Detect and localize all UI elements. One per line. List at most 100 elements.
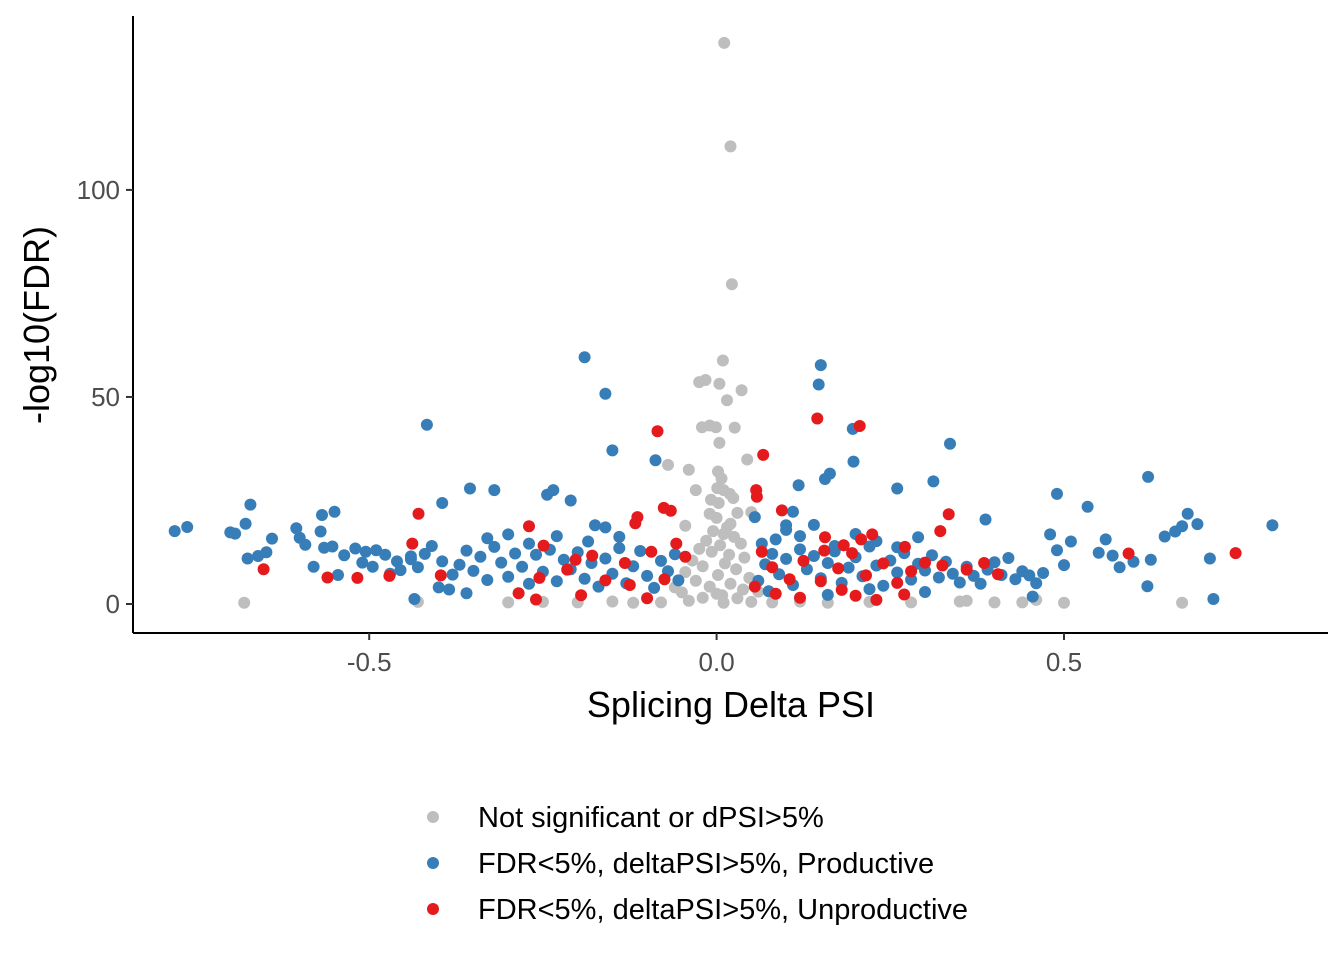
- data-point: [731, 506, 744, 519]
- data-point: [557, 553, 570, 566]
- data-point: [586, 549, 599, 562]
- data-point: [766, 547, 779, 560]
- data-point: [944, 437, 956, 450]
- data-point: [641, 592, 654, 605]
- data-point: [316, 509, 328, 521]
- data-point: [434, 569, 447, 582]
- data-point: [623, 579, 636, 591]
- data-point: [860, 569, 872, 582]
- data-point: [618, 557, 631, 569]
- legend-label: FDR<5%, deltaPSI>5%, Productive: [478, 848, 934, 880]
- data-point: [737, 583, 749, 596]
- data-point: [717, 596, 730, 609]
- data-point: [290, 522, 303, 535]
- data-point: [641, 569, 654, 582]
- data-point: [745, 595, 758, 608]
- data-point: [523, 520, 535, 533]
- data-point: [734, 537, 747, 550]
- data-point: [811, 412, 824, 425]
- data-point: [370, 544, 383, 557]
- data-point: [645, 545, 658, 558]
- data-point: [682, 594, 695, 607]
- data-point: [599, 387, 612, 400]
- data-point: [919, 586, 931, 598]
- data-point: [682, 463, 695, 476]
- data-point: [181, 521, 194, 533]
- data-point: [241, 552, 254, 565]
- data-point: [383, 569, 396, 582]
- data-point: [338, 549, 351, 562]
- data-point: [727, 492, 740, 504]
- data-point: [898, 588, 911, 601]
- data-point: [710, 587, 723, 600]
- data-point: [689, 574, 702, 587]
- data-point: [849, 589, 862, 602]
- data-point: [349, 542, 362, 555]
- data-point: [807, 518, 820, 531]
- data-point: [828, 540, 841, 552]
- data-point: [1158, 530, 1171, 543]
- data-point: [1037, 567, 1050, 579]
- data-point: [679, 550, 692, 563]
- data-point: [877, 579, 890, 592]
- data-point: [775, 504, 788, 517]
- data-point: [1016, 596, 1029, 609]
- data-point: [627, 596, 640, 609]
- data-point: [658, 573, 671, 586]
- data-point: [474, 550, 487, 563]
- legend-marker: [427, 903, 439, 915]
- data-point: [797, 554, 810, 567]
- data-point: [1051, 544, 1063, 557]
- data-point: [1064, 535, 1077, 548]
- data-point: [379, 548, 392, 561]
- data-point: [818, 544, 831, 557]
- legend: Not significant or dPSI>5% FDR<5%, deltaP…: [427, 802, 968, 926]
- data-point: [709, 421, 722, 434]
- data-point: [425, 540, 438, 552]
- data-point: [847, 455, 860, 468]
- data-point: [835, 583, 848, 596]
- data-point: [730, 563, 743, 576]
- data-point: [905, 573, 918, 586]
- data-point: [979, 513, 992, 526]
- data-point: [794, 530, 806, 543]
- data-point: [716, 354, 729, 367]
- data-point: [877, 557, 890, 570]
- data-point: [693, 376, 706, 389]
- data-point: [866, 528, 879, 541]
- data-point: [812, 378, 825, 391]
- data-point: [443, 583, 456, 596]
- data-point: [946, 567, 959, 580]
- data-point: [481, 532, 494, 545]
- data-point: [366, 560, 379, 573]
- data-point: [1203, 552, 1216, 565]
- data-point: [1113, 561, 1126, 574]
- data-point: [1142, 470, 1155, 483]
- data-point: [411, 561, 424, 574]
- data-point: [748, 511, 761, 524]
- data-point: [1058, 559, 1070, 572]
- data-point: [713, 436, 726, 449]
- data-point: [404, 553, 417, 566]
- data-point: [1009, 573, 1022, 586]
- data-point: [934, 525, 947, 538]
- data-point: [794, 543, 806, 556]
- data-point: [412, 507, 425, 520]
- data-point: [731, 592, 744, 605]
- x-tick-label: 0.0: [699, 647, 735, 677]
- data-point: [988, 556, 1001, 569]
- data-point: [481, 574, 494, 586]
- data-point: [1176, 520, 1189, 533]
- data-point: [724, 577, 737, 590]
- data-point: [530, 593, 542, 606]
- data-point: [651, 425, 664, 438]
- data-point: [846, 547, 859, 560]
- y-tick-label: 100: [77, 175, 120, 205]
- data-point: [853, 420, 866, 432]
- axis-ticks: -0.5 0.0 0.5 0 50 100: [77, 175, 1082, 677]
- data-point: [307, 560, 320, 573]
- series-0: [238, 36, 1189, 609]
- data-point: [446, 568, 459, 581]
